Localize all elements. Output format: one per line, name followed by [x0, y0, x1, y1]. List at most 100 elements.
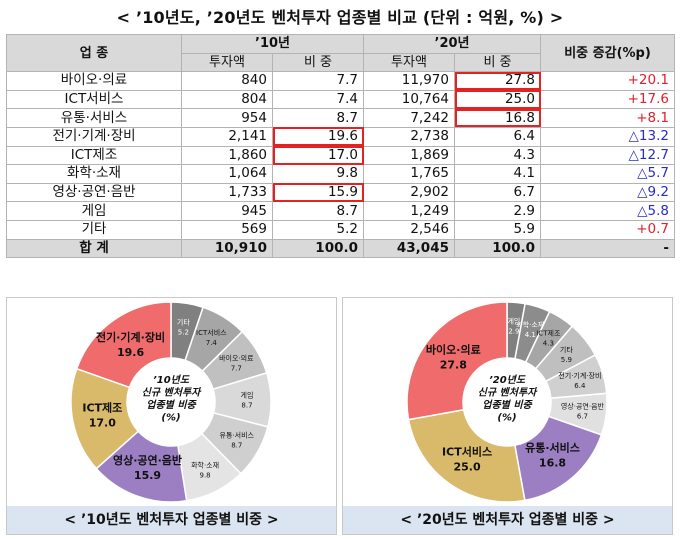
- investment-2010-cell: 1,860: [181, 145, 273, 166]
- pie-chart-2020: 게임 2.9화학·소재 4.1 ICT제조 4.3 기타 5.9 전기·기계·장비 6.4 영상·…: [406, 301, 608, 503]
- pie-slice-label: 게임: [241, 391, 254, 400]
- pie-slice-label: 바이오·의료: [426, 342, 481, 356]
- table-row: ICT제조 1,860 17.0 1,869 4.3 △12.7: [6, 145, 675, 166]
- investment-2010-cell: 1,064: [181, 164, 273, 184]
- header-share-2020: 비 중: [454, 52, 541, 73]
- share-2010-cell: 5.2: [272, 219, 364, 240]
- header-share-2010: 비 중: [272, 52, 364, 73]
- pie-slice-label: 게임: [507, 317, 520, 326]
- pie-slice-label: 화학·소재: [191, 460, 219, 469]
- investment-2010-cell: 804: [181, 89, 273, 110]
- pie-slice-label: 화학·소재: [516, 320, 544, 329]
- pie-slice-value: 17.0: [89, 417, 116, 430]
- pie-slice-value: 25.0: [454, 461, 481, 474]
- pie-center-label: ’10년도: [153, 374, 190, 386]
- share-2010-cell: 8.7: [272, 108, 364, 128]
- pie-caption-2020: < ’20년도 벤처투자 업종별 비중 >: [343, 506, 672, 534]
- table-row: ICT서비스 804 7.4 10,764 25.0 +17.6: [6, 89, 675, 110]
- pie-slice-label: ICT서비스: [442, 445, 492, 459]
- pie-slice-value: 5.2: [178, 328, 189, 336]
- pie-slice-label: 영상·공연·음반: [561, 402, 605, 411]
- table-body: 바이오·의료 840 7.7 11,970 27.8 +20.1 ICT서비스 804 7.4 1…: [6, 71, 675, 259]
- pie-slice-value: 8.7: [241, 402, 252, 410]
- pie-center-label: 신규 벤처투자: [478, 387, 538, 399]
- header-year-2010: ’10년: [181, 34, 364, 54]
- investment-2010-cell: 2,141: [181, 126, 273, 147]
- pie-slice-value: 7.7: [231, 364, 242, 372]
- header-share-change: 비중 증감(%p): [540, 33, 675, 73]
- total-investment-2010-cell: 10,910: [181, 238, 273, 259]
- share-2020-cell: 25.0: [454, 89, 541, 110]
- header-investment-2020: 투자액: [363, 52, 455, 73]
- industry-cell: 유통·서비스: [6, 108, 182, 128]
- pie-slice-label: 유통·서비스: [525, 440, 580, 454]
- page-title: < ’10년도, ’20년도 벤처투자 업종별 비교 (단위 : 억원, %) …: [116, 8, 564, 27]
- investment-2020-cell: 2,546: [363, 219, 455, 240]
- investment-2020-cell: 2,902: [363, 182, 455, 203]
- pie-slice-value: 16.8: [539, 456, 566, 469]
- header-year-2020: ’20년: [363, 34, 541, 54]
- investment-2010-cell: 569: [181, 219, 273, 240]
- industry-cell: 영상·공연·음반: [6, 182, 182, 203]
- pie-slice-value: 15.9: [134, 469, 161, 482]
- pie-slice-value: 4.1: [525, 331, 536, 339]
- investment-2020-cell: 1,869: [363, 145, 455, 166]
- share-change-cell: +0.7: [540, 219, 675, 240]
- share-change-cell: △9.2: [540, 182, 675, 203]
- investment-2010-cell: 840: [181, 71, 273, 91]
- investment-2020-cell: 2,738: [363, 126, 455, 147]
- pie-slice-value: 4.3: [543, 340, 554, 348]
- table-row: 기타 569 5.2 2,546 5.9 +0.7: [6, 219, 675, 240]
- pie-caption-2010: < ’10년도 벤처투자 업종별 비중 >: [7, 506, 336, 534]
- investment-2020-cell: 11,970: [363, 71, 455, 91]
- pie-slice-label: ICT서비스: [196, 328, 227, 337]
- table-row: 바이오·의료 840 7.7 11,970 27.8 +20.1: [6, 71, 675, 91]
- share-2010-cell: 17.0: [272, 145, 364, 166]
- investment-2020-cell: 7,242: [363, 108, 455, 128]
- pie-slice-value: 6.4: [574, 382, 586, 390]
- pie-slice-value: 2.9: [508, 328, 519, 336]
- industry-cell: 전기·기계·장비: [6, 126, 182, 147]
- table-row: 전기·기계·장비 2,141 19.6 2,738 6.4 △13.2: [6, 126, 675, 147]
- pie-slice-value: 19.6: [117, 346, 144, 359]
- investment-2020-cell: 1,765: [363, 164, 455, 184]
- share-2020-cell: 2.9: [454, 201, 541, 221]
- table-row: 게임 945 8.7 1,249 2.9 △5.8: [6, 201, 675, 221]
- pie-slice-label: 바이오·의료: [219, 353, 254, 362]
- industry-cell: 화학·소재: [6, 164, 182, 184]
- share-2010-cell: 7.4: [272, 89, 364, 110]
- share-change-cell: +8.1: [540, 108, 675, 128]
- industry-cell: 게임: [6, 201, 182, 221]
- header-investment-2010: 투자액: [181, 52, 273, 73]
- pie-slice-label: ICT제조: [82, 401, 122, 415]
- share-change-cell: △5.7: [540, 164, 675, 184]
- share-change-cell: △12.7: [540, 145, 675, 166]
- investment-2010-cell: 954: [181, 108, 273, 128]
- pie-slice-label: 기타: [177, 317, 190, 326]
- pie-slice-value: 27.8: [440, 358, 467, 371]
- pie-slice-value: 6.7: [577, 413, 588, 421]
- comparison-table: 업 종 ’10년 ’20년 비중 증감(%p) 투자액 비 중 투자액 비 중 …: [6, 33, 675, 259]
- share-change-cell: △13.2: [540, 126, 675, 147]
- share-2020-cell: 5.9: [454, 219, 541, 240]
- investment-2010-cell: 1,733: [181, 182, 273, 203]
- share-2020-cell: 6.7: [454, 182, 541, 203]
- pie-center-label: 업종별 비중: [482, 399, 533, 411]
- pie-slice-label: 기타: [560, 345, 573, 354]
- share-2010-cell: 8.7: [272, 201, 364, 221]
- table-row: 영상·공연·음반 1,733 15.9 2,902 6.7 △9.2: [6, 182, 675, 203]
- pie-slice-value: 5.9: [561, 356, 572, 364]
- pie-center-label: 신규 벤처투자: [142, 387, 202, 399]
- total-row: 합 계 10,910 100.0 43,045 100.0-: [6, 238, 675, 259]
- industry-cell: ICT서비스: [6, 89, 182, 110]
- pie-slice-value: 8.7: [231, 441, 242, 449]
- pie-slice: [75, 301, 172, 389]
- share-2010-cell: 15.9: [272, 182, 364, 203]
- pie-slice-label: ICT제조: [536, 330, 561, 338]
- industry-cell: ICT제조: [6, 145, 182, 166]
- investment-2020-cell: 1,249: [363, 201, 455, 221]
- pie-center-label: 업종별 비중: [146, 399, 197, 411]
- pie-center-label: (%): [497, 413, 516, 424]
- pie-slice: [406, 301, 508, 421]
- table-row: 화학·소재 1,064 9.8 1,765 4.1 △5.7: [6, 164, 675, 184]
